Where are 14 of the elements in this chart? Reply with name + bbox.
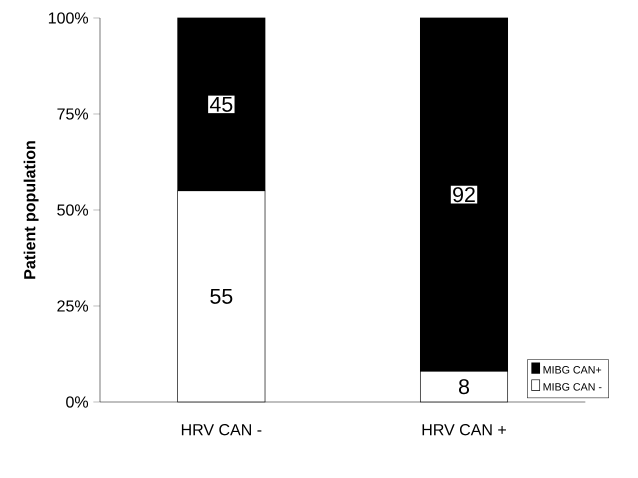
data-label: 92 — [453, 187, 475, 202]
legend-label: MIBG CAN - — [544, 383, 602, 391]
y-tick-label: 25% — [57, 300, 88, 312]
y-tick-label: 100% — [48, 12, 88, 24]
x-tick-label: HRV CAN + — [422, 424, 506, 436]
y-tick-label: 75% — [57, 108, 88, 120]
data-label: 8 — [458, 379, 470, 394]
y-tick-label: 0% — [66, 396, 88, 408]
data-label: 55 — [210, 288, 232, 304]
y-tick-label: 50% — [57, 204, 88, 216]
legend-label: MIBG CAN+ — [544, 366, 602, 374]
data-label: 45 — [210, 96, 232, 112]
x-tick-label: HRV CAN - — [182, 424, 262, 436]
y-axis-title: Patient population — [24, 141, 39, 279]
